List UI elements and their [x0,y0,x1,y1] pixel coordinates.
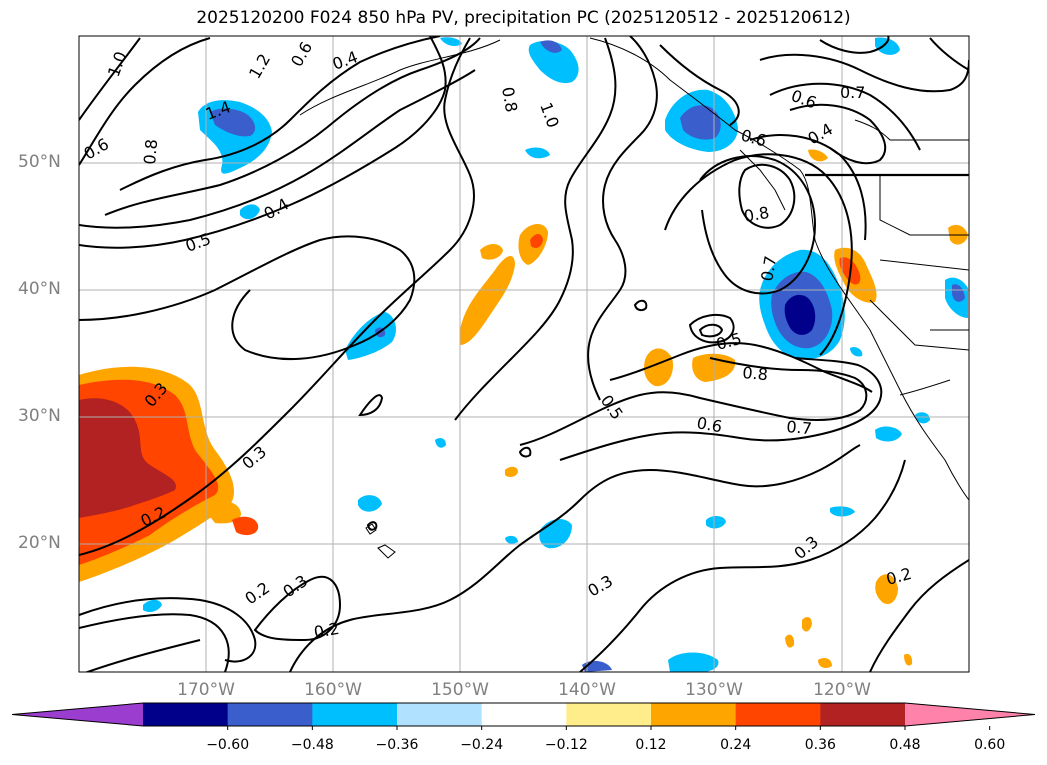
colorbar-tick-label: −0.12 [544,737,588,753]
contour-label: 0.8 [140,138,161,165]
colorbar-swatch [481,703,567,726]
lat-label: 50°N [18,152,61,172]
graticule [79,36,969,672]
colorbar-swatch [566,703,652,726]
precip-positive-west [79,366,259,582]
colorbar-tick-label: 0.36 [804,737,836,753]
colorbar-tick-label: −0.36 [375,737,419,753]
colorbar-tick-label: 0.12 [635,737,667,753]
map-title: 2025120200 F024 850 hPa PV, precipitatio… [196,8,851,28]
colorbar-swatch [735,703,821,726]
precip-negative-coast [665,89,968,529]
colorbar-swatch [312,703,398,726]
colorbar-swatch [397,703,483,726]
colorbar-tick-label: −0.48 [290,737,334,753]
colorbar-tick-label: −0.24 [460,737,504,753]
colorbar [11,702,1036,730]
colorbar-tick-label: 0.48 [889,737,921,753]
contour-label: 0.8 [498,85,521,113]
colorbar-outline [11,702,1036,727]
contour-label: 0.7 [757,254,780,282]
lon-label: 140°W [558,680,616,700]
colorbar-tick-label: 0.60 [974,737,1006,753]
colorbar-swatch [820,703,906,726]
lat-label: 40°N [18,279,61,299]
contour-label: 0.2 [312,619,340,642]
colorbar-tick-label: 0.24 [720,737,752,753]
colorbar-swatch [651,703,737,726]
contour-label: 0.7 [840,83,865,102]
colorbar-extend-low [12,703,143,726]
contour-label: 0.6 [695,413,723,436]
lat-label: 20°N [18,533,61,553]
precip-positive-central [460,149,968,668]
colorbar-extend-high [905,703,1035,726]
lon-label: 120°W [813,680,871,700]
contour-label: 0.8 [742,203,770,226]
contour-label: 0.7 [786,417,813,438]
contour-label: 0.8 [742,363,769,384]
lon-label: 130°W [685,680,743,700]
lon-label: 170°W [177,680,235,700]
colorbar-swatch [227,703,313,726]
map-plot-area: 1.0 1.2 0.8 1.4 0.6 0.4 0.8 1.0 0.6 0.5 … [79,36,969,672]
lon-label: 160°W [304,680,362,700]
lon-label: 150°W [431,680,489,700]
pv-contours [79,36,969,672]
lat-label: 30°N [18,406,61,426]
colorbar-tick-label: −0.60 [206,737,250,753]
map-frame [78,35,970,673]
colorbar-swatch [143,703,229,726]
precip-negative-north [143,37,900,672]
